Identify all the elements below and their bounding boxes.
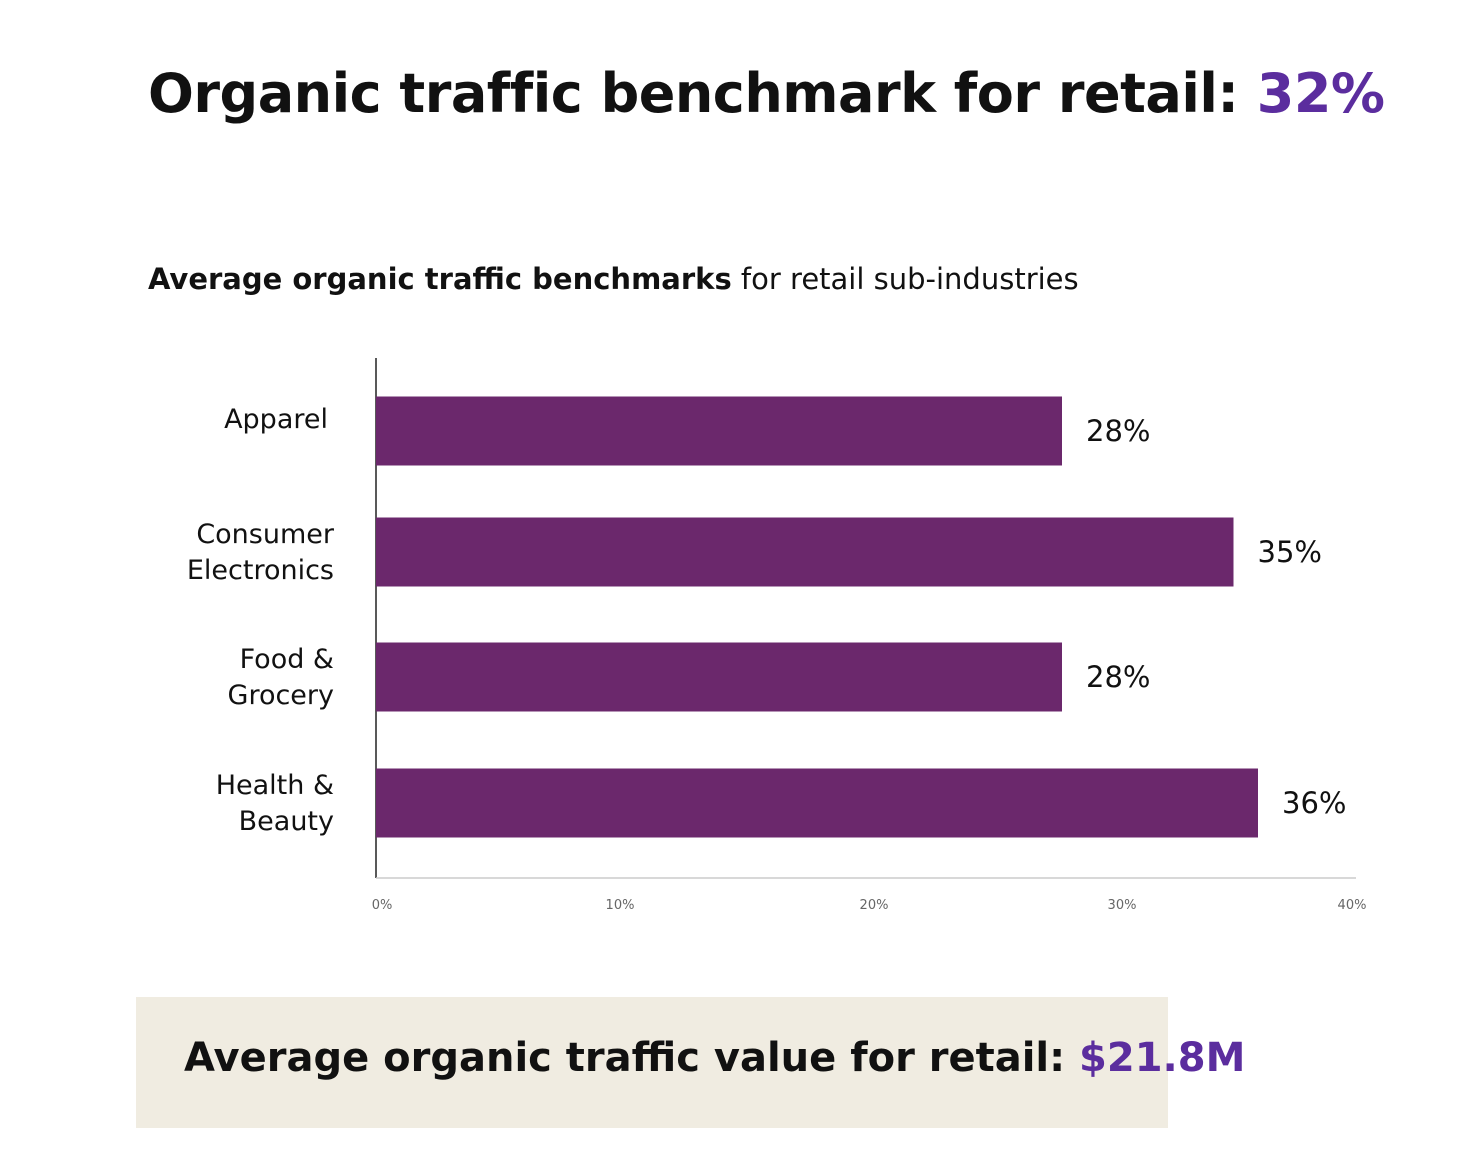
bar-value-label: 28%	[1086, 414, 1150, 448]
bar	[376, 517, 1234, 587]
bar-chart: 28% Apparel 35% Consumer Electronics 28% Food …	[187, 358, 1367, 913]
category-label-line: Apparel	[224, 404, 328, 435]
x-tick-label: 0%	[372, 898, 393, 913]
subtitle-bold: Average organic traffic benchmarks	[148, 262, 732, 296]
x-tick-label: 10%	[606, 898, 635, 913]
summary-label: Average organic traffic value for retail…	[184, 1035, 1080, 1081]
category-label: Consumer Electronics	[187, 519, 335, 586]
category-label-line: Beauty	[239, 806, 334, 837]
summary-box: Average organic traffic value for retail…	[136, 997, 1245, 1128]
x-tick-label: 40%	[1338, 898, 1367, 913]
title-prefix: Organic traffic benchmark for retail:	[148, 62, 1257, 125]
category-label-line: Electronics	[187, 555, 334, 586]
bar-value-label: 28%	[1086, 660, 1150, 694]
summary-text: Average organic traffic value for retail…	[184, 1035, 1245, 1081]
summary-value: $21.8M	[1079, 1035, 1246, 1081]
bar-value-label: 35%	[1258, 535, 1322, 569]
category-label-line: Health &	[216, 770, 334, 801]
category-label: Apparel	[224, 404, 328, 435]
bar	[376, 642, 1062, 712]
x-tick-label: 30%	[1108, 898, 1137, 913]
category-label-line: Food &	[240, 644, 334, 675]
bar	[376, 768, 1258, 838]
title-value: 32%	[1256, 62, 1385, 125]
x-tick-label: 20%	[860, 898, 889, 913]
category-label: Food & Grocery	[228, 644, 335, 711]
chart-subtitle: Average organic traffic benchmarks for r…	[148, 262, 1079, 296]
bar	[376, 396, 1062, 466]
bar-value-label: 36%	[1282, 786, 1346, 820]
category-label-line: Consumer	[196, 519, 335, 550]
subtitle-rest: for retail sub-industries	[731, 262, 1079, 296]
category-label: Health & Beauty	[216, 770, 334, 837]
page-title: Organic traffic benchmark for retail: 32…	[148, 62, 1385, 125]
category-label-line: Grocery	[228, 680, 335, 711]
